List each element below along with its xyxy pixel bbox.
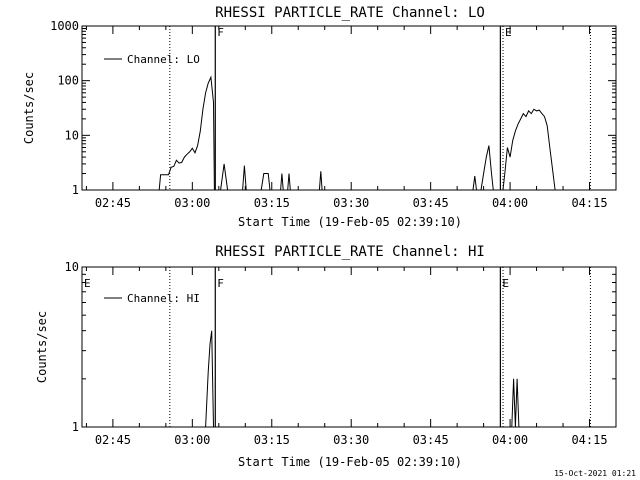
hi-x-tick-label: 04:15 xyxy=(571,433,607,447)
lo-series-line xyxy=(280,173,284,191)
hi-marker-label: E xyxy=(502,277,509,290)
hi-x-tick-label: 03:15 xyxy=(254,433,290,447)
hi-chart-title: RHESSI PARTICLE_RATE Channel: HI xyxy=(215,244,485,260)
lo-x-tick-label: 04:15 xyxy=(571,196,607,210)
hi-series-line xyxy=(511,378,520,428)
hi-x-axis-label: Start Time (19-Feb-05 02:39:10) xyxy=(238,455,462,469)
lo-series-line xyxy=(260,173,271,191)
lo-y-tick-label: 100 xyxy=(57,74,79,88)
hi-x-axis-ticks: 02:45 03:00 03:15 03:30 03:45 04:00 04:15 xyxy=(85,267,617,447)
hi-x-tick-label: 04:00 xyxy=(492,433,528,447)
lo-series-line xyxy=(287,173,291,191)
hi-channel-panel: RHESSI PARTICLE_RATE Channel: HI E F E 1 10… xyxy=(35,244,617,469)
hi-x-tick-label: 03:45 xyxy=(413,433,449,447)
generation-timestamp: 15-Oct-2021 01:21 xyxy=(554,469,636,478)
lo-series-lines xyxy=(158,75,556,191)
lo-x-tick-label: 03:00 xyxy=(174,196,210,210)
lo-x-tick-label: 02:45 xyxy=(95,196,131,210)
lo-chart-title: RHESSI PARTICLE_RATE Channel: LO xyxy=(215,5,485,21)
lo-series-line xyxy=(480,145,494,191)
lo-y-tick-label: 10 xyxy=(65,128,79,142)
lo-series-line xyxy=(472,175,477,191)
lo-series-line xyxy=(502,108,556,191)
lo-series-line xyxy=(158,75,215,191)
lo-legend: Channel: LO xyxy=(104,53,200,66)
lo-series-line xyxy=(318,171,323,191)
lo-y-axis-label: Counts/sec xyxy=(22,72,36,144)
hi-legend: Channel: HI xyxy=(104,292,200,305)
hi-legend-label: Channel: HI xyxy=(127,292,200,305)
lo-legend-label: Channel: LO xyxy=(127,53,200,66)
lo-x-tick-label: 03:15 xyxy=(254,196,290,210)
hi-y-axis-ticks: 1 10 xyxy=(65,260,616,434)
hi-marker-label: E xyxy=(84,277,91,290)
hi-y-axis-label: Counts/sec xyxy=(35,311,49,383)
lo-plot-frame xyxy=(81,25,617,191)
lo-series-line xyxy=(242,165,247,191)
lo-x-tick-label: 03:30 xyxy=(333,196,369,210)
lo-marker-label: E xyxy=(505,26,512,39)
lo-x-axis-label: Start Time (19-Feb-05 02:39:10) xyxy=(238,215,462,229)
hi-series-lines xyxy=(205,330,520,428)
lo-x-tick-label: 03:45 xyxy=(413,196,449,210)
lo-x-tick-label: 04:00 xyxy=(492,196,528,210)
lo-series-line xyxy=(220,163,229,191)
lo-y-axis-ticks: 1 10 100 1000 xyxy=(50,19,616,197)
hi-y-tick-label: 10 xyxy=(65,260,79,274)
hi-marker-label: F xyxy=(217,277,224,290)
lo-y-tick-label: 1000 xyxy=(50,19,79,33)
hi-plot-frame xyxy=(81,266,617,428)
lo-marker-label: F xyxy=(217,26,224,39)
hi-x-tick-label: 03:30 xyxy=(333,433,369,447)
hi-x-tick-label: 03:00 xyxy=(174,433,210,447)
hi-series-line xyxy=(205,330,214,428)
lo-x-axis-ticks: 02:45 03:00 03:15 03:30 03:45 04:00 04:15 xyxy=(85,26,617,210)
lo-y-tick-label: 1 xyxy=(72,183,79,197)
hi-x-tick-label: 02:45 xyxy=(95,433,131,447)
hi-y-tick-label: 1 xyxy=(72,420,79,434)
